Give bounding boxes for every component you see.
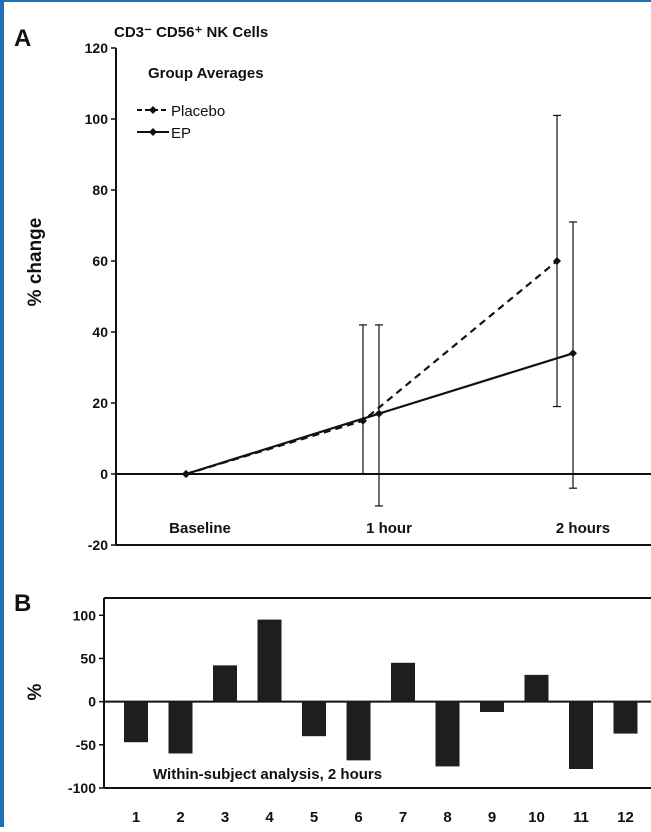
legend-label-placebo: Placebo xyxy=(171,103,225,120)
y-tick-label-b: -100 xyxy=(68,780,96,796)
panel-a-y-ticks: -20 0 20 40 60 80 100 120 xyxy=(85,40,116,553)
x-category-label-a: Baseline xyxy=(169,520,231,537)
top-frame-border xyxy=(0,0,651,2)
series-line-placebo xyxy=(185,260,558,476)
panel-b-label: B xyxy=(14,590,31,617)
bar-subject-3 xyxy=(213,665,237,702)
x-category-label-b: 8 xyxy=(443,809,451,826)
panel-b-y-ticks: -100 -50 0 50 100 xyxy=(68,607,104,796)
bar-subject-12 xyxy=(613,701,638,734)
data-point-placebo xyxy=(553,257,561,265)
x-category-label-a: 2 hours xyxy=(556,520,610,537)
x-category-label-b: 2 xyxy=(176,809,184,826)
x-category-label-b: 10 xyxy=(528,809,545,826)
y-tick-label-b: 0 xyxy=(88,694,96,710)
data-point-ep xyxy=(375,409,383,418)
panel-a-series xyxy=(182,114,577,507)
bar-subject-4 xyxy=(257,619,282,702)
panel-b-axes xyxy=(103,597,651,789)
bar-subject-8 xyxy=(435,701,460,767)
x-category-label-b: 1 xyxy=(132,809,140,826)
data-point-ep xyxy=(569,349,577,358)
x-category-label-b: 6 xyxy=(354,809,362,826)
bar-subject-2 xyxy=(168,701,193,754)
panel-b-x-labels: 1 2 3 4 5 6 7 8 9 10 11 12 xyxy=(132,809,634,826)
y-tick-label-a: -20 xyxy=(88,537,108,553)
bar-subject-1 xyxy=(124,701,148,743)
bar-subject-7 xyxy=(391,662,415,702)
y-tick-label-a: 0 xyxy=(100,466,108,482)
panel-a-axes xyxy=(115,48,651,546)
y-tick-label-a: 120 xyxy=(85,40,109,56)
legend-marker-placebo xyxy=(149,106,157,114)
x-category-label-b: 4 xyxy=(265,809,274,826)
y-tick-label-a: 60 xyxy=(92,253,108,269)
y-tick-label-a: 40 xyxy=(92,324,108,340)
x-category-label-b: 7 xyxy=(399,809,407,826)
bar-subject-5 xyxy=(302,701,326,737)
bar-subject-11 xyxy=(569,701,593,769)
y-axis-label-b: % xyxy=(25,683,46,700)
y-axis-label-a: % change xyxy=(25,218,46,307)
x-category-label-b: 9 xyxy=(488,809,496,826)
legend-title: Group Averages xyxy=(148,65,264,82)
y-tick-label-a: 100 xyxy=(85,111,109,127)
x-category-label-b: 5 xyxy=(310,809,318,826)
y-tick-label-b: 100 xyxy=(73,607,97,623)
legend-marker-ep xyxy=(149,128,157,136)
left-frame-border xyxy=(0,0,4,827)
y-tick-label-a: 20 xyxy=(92,395,108,411)
y-tick-label-a: 80 xyxy=(92,182,108,198)
x-category-label-b: 12 xyxy=(617,809,634,826)
panel-b-annotation: Within-subject analysis, 2 hours xyxy=(153,766,382,783)
legend-label-ep: EP xyxy=(171,125,191,142)
x-category-label-b: 3 xyxy=(221,809,229,826)
y-tick-label-b: -50 xyxy=(76,737,96,753)
x-category-label-a: 1 hour xyxy=(366,520,412,537)
data-point-ep xyxy=(182,470,190,478)
y-tick-label-b: 50 xyxy=(80,650,96,666)
panel-a-label: A xyxy=(14,25,31,52)
bar-subject-10 xyxy=(524,674,549,702)
panel-b-bars xyxy=(124,619,638,769)
panel-a-legend: Placebo EP xyxy=(137,103,225,142)
bar-subject-6 xyxy=(346,701,371,761)
x-category-label-b: 11 xyxy=(573,809,589,826)
panel-a-x-labels: Baseline 1 hour 2 hours xyxy=(169,520,610,537)
panel-a-title: CD3⁻ CD56⁺ NK Cells xyxy=(114,24,268,41)
bar-subject-9 xyxy=(480,701,504,712)
